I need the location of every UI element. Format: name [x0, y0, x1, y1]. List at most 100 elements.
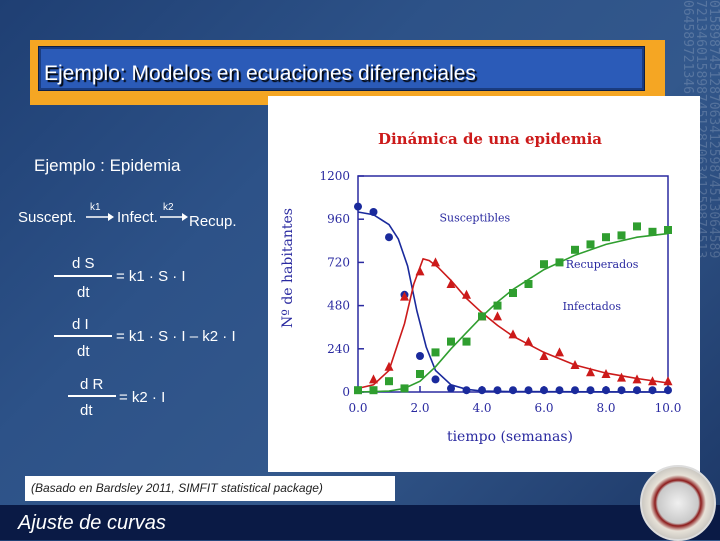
eq1-fraction-line: [54, 275, 112, 277]
scheme-infected: Infect.: [117, 209, 158, 226]
infectados-point: [617, 372, 626, 382]
scheme-arrow-2: [160, 213, 188, 221]
susceptibles-point: [602, 386, 610, 395]
recuperados-point: [509, 289, 517, 297]
recuperados-series-label: Recuperados: [566, 258, 639, 271]
y-axis-label: Nº de habitantes: [280, 208, 296, 328]
infectados-point: [493, 311, 502, 321]
eq1-numerator: d S: [72, 255, 95, 272]
susceptibles-point: [555, 386, 564, 395]
x-tick-label: 6.0: [534, 401, 553, 415]
eq2-rhs: = k1 · S · I – k2 · I: [116, 328, 236, 345]
susceptibles-point: [648, 386, 657, 395]
infectados-point: [446, 279, 456, 288]
eq1-denominator: dt: [77, 284, 90, 301]
y-tick-label: 720: [327, 255, 350, 269]
x-tick-label: 8.0: [596, 401, 615, 415]
y-tick-label: 0: [342, 385, 350, 399]
eq2-numerator: d I: [72, 316, 89, 333]
recuperados-point: [416, 370, 424, 378]
susceptibles-point: [617, 386, 626, 395]
infectados-series-label: Infectados: [563, 300, 622, 313]
chart-marks: [354, 202, 673, 395]
university-seal-logo: [640, 465, 716, 541]
x-tick-label: 10.0: [655, 401, 682, 415]
infectados-point: [524, 336, 533, 346]
recuperados-point: [354, 386, 362, 395]
susceptibles-point: [369, 208, 378, 216]
scheme-susceptible: Suscept.: [18, 209, 77, 226]
y-tick-label: 480: [327, 299, 350, 313]
y-tick-label: 960: [327, 212, 350, 226]
title-banner: Ejemplo: Modelos en ecuaciones diferenci…: [30, 40, 665, 105]
susceptibles-point: [509, 386, 517, 395]
susceptibles-point: [664, 386, 672, 395]
recuperados-point: [385, 377, 393, 386]
eq2-fraction-line: [54, 335, 112, 337]
recuperados-point: [400, 384, 409, 393]
chart-panel: Dinámica de una epidemia tiempo (semanas…: [268, 96, 700, 472]
susceptibles-point: [524, 386, 533, 395]
recuperados-point: [555, 258, 564, 267]
susceptibles-point: [385, 233, 393, 242]
infectados-point: [539, 351, 549, 360]
title-banner-inner: [38, 46, 645, 91]
infectados-point: [462, 289, 471, 299]
footer-bar: [0, 505, 720, 540]
susceptibles-point: [633, 386, 641, 395]
recuperados-point: [369, 386, 378, 395]
scheme-k1-label: k1: [90, 202, 101, 213]
susceptibles-point: [540, 386, 548, 395]
infectados-point: [369, 374, 378, 384]
susceptibles-point: [493, 386, 502, 395]
infectados-point: [632, 374, 642, 384]
chart-axes: 0.0 2.0 4.0 6.0 8.0 10.0 0 240 480 720 960 1200: [319, 169, 681, 415]
slide-subtitle: Ejemplo : Epidemia: [34, 156, 181, 175]
infectados-point: [570, 360, 580, 369]
recuperados-point: [431, 348, 440, 357]
recuperados-point: [493, 301, 502, 310]
y-tick-label: 240: [327, 342, 350, 356]
infectados-point: [663, 376, 673, 386]
susceptibles-point: [462, 386, 471, 395]
slide-title: Ejemplo: Modelos en ecuaciones diferenci…: [44, 62, 476, 85]
infectados-point: [601, 369, 611, 378]
recuperados-point: [648, 227, 657, 236]
plot-frame: [357, 175, 669, 393]
eq3-numerator: d R: [80, 376, 104, 393]
infectados-point: [400, 291, 409, 301]
susceptibles-point: [478, 386, 486, 395]
chart-title: Dinámica de una epidemia: [378, 130, 602, 148]
infectados-point: [648, 376, 657, 386]
eq2-denominator: dt: [77, 343, 90, 360]
recuperados-point: [540, 260, 548, 269]
x-axis-label: tiempo (semanas): [447, 429, 573, 445]
recuperados-point: [617, 231, 626, 240]
infectados-point: [555, 347, 564, 357]
y-tick-label: 1200: [319, 169, 350, 183]
infectados-point: [431, 257, 440, 267]
recuperados-point: [478, 312, 486, 321]
chart-series-labels: Susceptibles Infectados Recuperados: [440, 212, 639, 314]
infectados-point: [586, 367, 595, 377]
x-tick-label: 0.0: [348, 401, 367, 415]
infectados-curve: [357, 257, 669, 390]
susceptibles-point: [447, 384, 455, 393]
eq3-denominator: dt: [80, 402, 93, 419]
eq3-rhs: = k2 · I: [119, 389, 166, 406]
background-digits-decoration: 0158987451287063412598745130645897213460…: [680, 0, 720, 259]
infectados-point: [508, 329, 518, 339]
recuperados-point: [664, 226, 672, 234]
recuperados-point: [602, 233, 610, 242]
x-tick-label: 2.0: [410, 401, 429, 415]
scheme-arrow-1: [86, 213, 114, 221]
recuperados-point: [571, 245, 579, 254]
susceptibles-point: [354, 202, 362, 211]
recuperados-point: [447, 337, 455, 346]
footer-text: Ajuste de curvas: [18, 512, 166, 534]
recuperados-point: [524, 280, 533, 288]
susceptibles-point: [586, 386, 595, 395]
susceptibles-point: [416, 352, 424, 360]
eq1-rhs: = k1 · S · I: [116, 268, 186, 285]
recuperados-point: [633, 222, 641, 231]
